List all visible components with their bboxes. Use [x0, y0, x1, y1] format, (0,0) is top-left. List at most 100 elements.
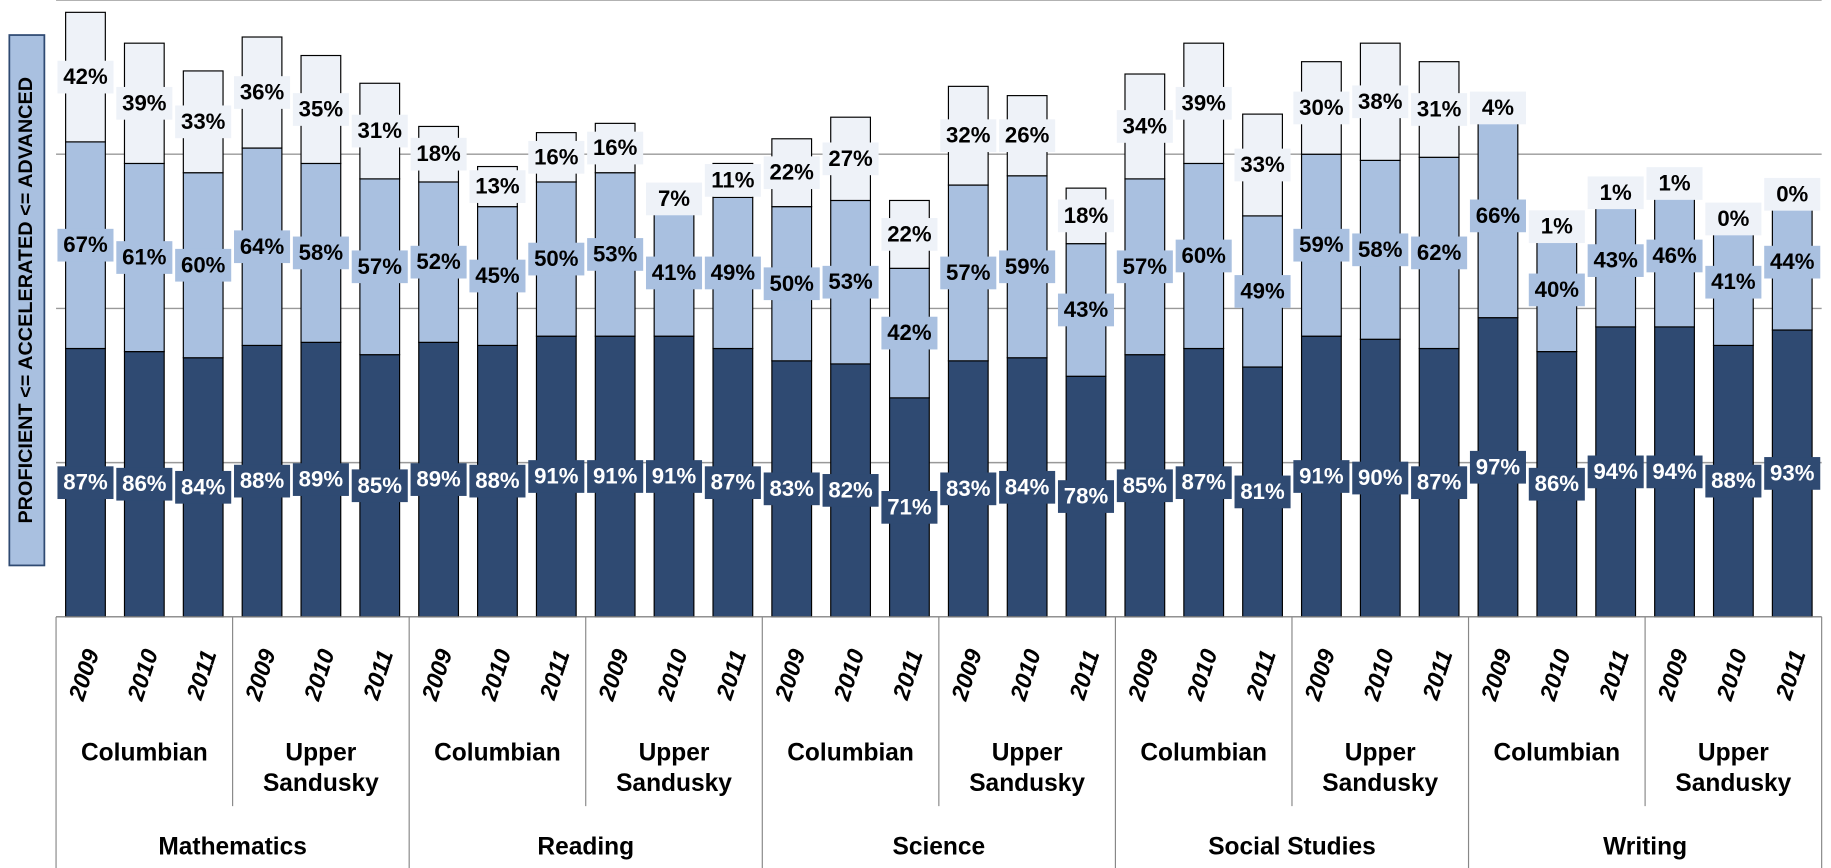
data-label: 53% — [593, 241, 638, 266]
data-label: 46% — [1652, 243, 1697, 268]
data-label: 57% — [946, 260, 991, 285]
data-label: 71% — [887, 494, 932, 519]
label-box — [1528, 273, 1585, 307]
x-tick-label: 2011 — [1064, 647, 1105, 704]
x-tick-label: 2009 — [769, 646, 810, 704]
x-tick-label: 2011 — [1770, 647, 1811, 704]
label-box — [704, 466, 761, 500]
group-label-box: Columbian — [1493, 739, 1620, 766]
label-box — [351, 469, 408, 503]
label-box — [1528, 467, 1585, 501]
label-box — [1057, 480, 1115, 513]
label-box — [175, 105, 232, 139]
data-label: 60% — [181, 252, 226, 277]
x-tick-label: 2011 — [1594, 647, 1635, 704]
data-label: 87% — [1181, 470, 1226, 495]
group-label-box: Upper Sandusky — [969, 739, 1086, 797]
x-tick-label: 2010 — [1181, 646, 1222, 704]
data-label: 41% — [652, 260, 697, 285]
x-tick-label: 2009 — [416, 646, 457, 704]
data-label: 30% — [1299, 95, 1344, 120]
label-box — [528, 242, 585, 276]
label-box — [1175, 239, 1232, 273]
data-label: 43% — [1064, 297, 1109, 322]
label-box — [1234, 475, 1291, 509]
x-tick-label: 2010 — [1358, 646, 1399, 704]
data-label: 0% — [1776, 181, 1808, 206]
data-label: 18% — [416, 141, 461, 166]
data-label: 53% — [828, 269, 873, 294]
data-label: 32% — [946, 123, 991, 148]
data-label: 18% — [1064, 203, 1109, 228]
data-label: 40% — [1535, 277, 1580, 302]
x-tick-label: 2010 — [122, 646, 163, 704]
label-box — [1057, 199, 1115, 233]
label-box — [881, 316, 938, 350]
data-label: 64% — [240, 234, 285, 259]
group-label-box: Columbian — [1140, 739, 1267, 766]
label-box — [469, 259, 526, 293]
data-label: 7% — [658, 186, 690, 211]
label-box — [1116, 250, 1173, 284]
label-box — [1469, 450, 1526, 484]
data-label: 11% — [711, 167, 754, 192]
data-label: 85% — [1123, 473, 1168, 498]
label-box — [999, 119, 1056, 153]
group-label: Columbian — [787, 739, 914, 767]
x-tick-label: 2010 — [828, 646, 869, 704]
data-label: 87% — [63, 470, 108, 495]
data-label: 87% — [711, 470, 756, 495]
data-label: 1% — [1541, 214, 1573, 239]
data-label: 16% — [593, 135, 638, 160]
x-tick-label: 2009 — [240, 646, 281, 704]
data-label: 33% — [181, 109, 226, 134]
x-tick-label: 2010 — [1711, 646, 1752, 704]
x-tick-label: 2011 — [711, 647, 752, 704]
group-label-box: Upper Sandusky — [1322, 739, 1438, 796]
subject-label: Social Studies — [1208, 834, 1376, 861]
group-label-box: Upper Sandusky — [1675, 739, 1792, 797]
data-label: 62% — [1417, 240, 1462, 265]
data-label: 89% — [299, 467, 344, 492]
data-label: 59% — [1299, 232, 1344, 257]
label-box — [940, 119, 997, 153]
x-tick-label: 2009 — [1476, 646, 1517, 704]
data-label: 83% — [946, 476, 991, 501]
y-axis-label: PROFICIENT <= ACCELERATED <= ADVANCED — [15, 77, 37, 524]
label-box — [1764, 177, 1821, 211]
data-label: 86% — [1535, 471, 1580, 496]
label-box — [822, 142, 879, 176]
label-box — [469, 464, 526, 498]
group-label: Upper Sandusky — [1675, 739, 1792, 797]
data-label: 57% — [358, 254, 403, 279]
label-box — [1764, 245, 1821, 279]
label-box — [1234, 148, 1291, 182]
x-tick-label: 2009 — [1122, 646, 1163, 704]
data-label: 0% — [1717, 206, 1749, 231]
label-box — [704, 256, 761, 290]
y-label-box — [8, 34, 46, 567]
data-label: 91% — [652, 464, 697, 489]
label-box — [410, 137, 467, 171]
label-box — [763, 472, 820, 506]
data-label: 67% — [63, 232, 108, 257]
group-label: Upper Sandusky — [969, 739, 1086, 797]
label-box — [1587, 244, 1644, 277]
label-box — [528, 460, 585, 493]
label-box — [1646, 167, 1703, 200]
label-box — [881, 490, 938, 524]
data-label: 44% — [1770, 249, 1815, 274]
data-label: 84% — [181, 474, 226, 499]
data-label: 41% — [1711, 269, 1756, 294]
data-label: 91% — [1299, 464, 1344, 489]
label-box — [1528, 210, 1585, 244]
label-box — [1646, 239, 1703, 273]
label-box — [587, 238, 644, 271]
label-box — [822, 265, 879, 299]
data-label: 38% — [1358, 89, 1403, 114]
group-label-box: Columbian — [81, 739, 208, 766]
data-label: 88% — [1711, 468, 1756, 493]
label-box — [1705, 202, 1762, 236]
